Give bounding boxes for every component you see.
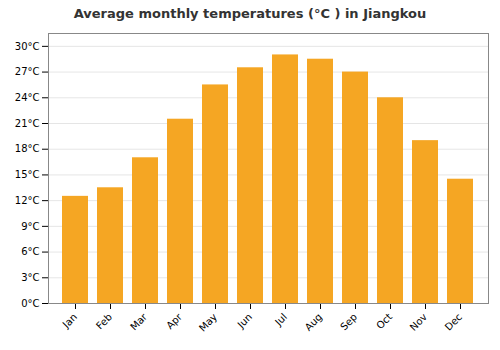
svg-text:Nov: Nov [408, 311, 430, 333]
svg-text:30°C: 30°C [15, 41, 40, 52]
svg-text:Feb: Feb [94, 311, 114, 331]
html-text:Average monthly temperatures (: Average monthly temperatures (°C ) in Ji… [73, 6, 427, 21]
svg-text:Apr: Apr [164, 311, 185, 332]
svg-text:Sep: Sep [338, 311, 359, 332]
svg-text:Jun: Jun [235, 311, 255, 331]
svg-text:15°C: 15°C [15, 169, 40, 180]
svg-text:9°C: 9°C [21, 221, 39, 232]
svg-text:3°C: 3°C [21, 272, 39, 283]
svg-text:0°C: 0°C [21, 298, 39, 309]
svg-text:21°C: 21°C [15, 118, 40, 129]
svg-text:Mar: Mar [128, 311, 150, 333]
svg-text:24°C: 24°C [15, 92, 40, 103]
svg-text:27°C: 27°C [15, 66, 40, 77]
svg-text:May: May [197, 311, 219, 333]
svg-text:Oct: Oct [374, 311, 394, 331]
svg-text:Jul: Jul [272, 311, 289, 328]
svg-text:Jan: Jan [60, 311, 79, 330]
svg-text:Aug: Aug [303, 311, 325, 333]
svg-text:Dec: Dec [443, 311, 464, 332]
svg-text:18°C: 18°C [15, 143, 40, 154]
svg-text:12°C: 12°C [15, 195, 40, 206]
svg-text:6°C: 6°C [21, 246, 39, 257]
